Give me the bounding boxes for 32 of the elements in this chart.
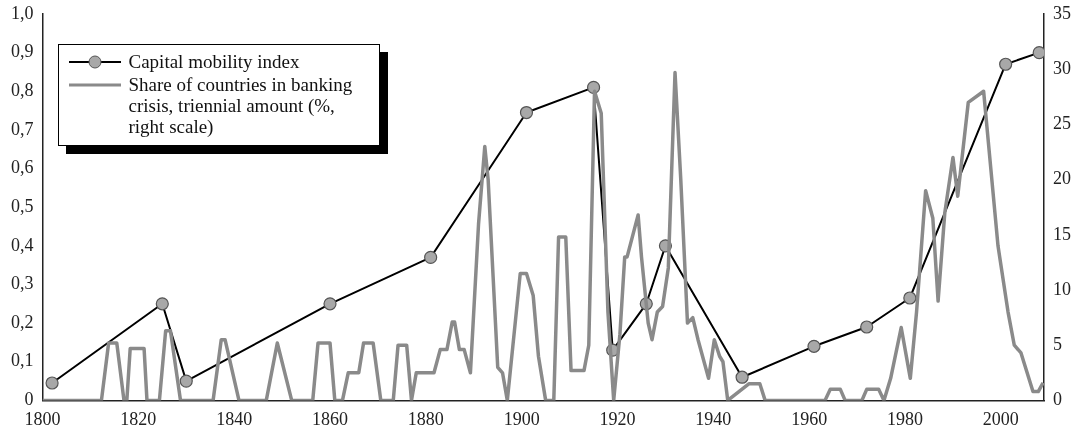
x-tick-label: 1920 <box>599 408 636 429</box>
y-tick-label: 0,6 <box>11 157 34 178</box>
y-tick-label: 0,5 <box>11 195 34 216</box>
x-tick-label: 1880 <box>407 408 444 429</box>
y-tick-label: 0,8 <box>11 80 34 101</box>
x-tick-label: 1940 <box>695 408 732 429</box>
x-tick-label: 1900 <box>503 408 540 429</box>
y2-tick-label: 5 <box>1053 333 1062 354</box>
x-tick-label: 1800 <box>24 408 61 429</box>
y2-tick-label: 15 <box>1053 223 1071 244</box>
y-tick-label: 0,1 <box>11 350 34 371</box>
x-tick-label: 1860 <box>312 408 349 429</box>
x-tick-label: 1820 <box>120 408 157 429</box>
y-tick-label: 0,3 <box>11 273 34 294</box>
x-tick-label: 2000 <box>982 408 1019 429</box>
y-tick-label: 1,0 <box>11 2 34 23</box>
y2-tick-label: 35 <box>1053 2 1071 23</box>
y2-tick-label: 30 <box>1053 57 1071 78</box>
x-tick-label: 1960 <box>791 408 828 429</box>
legend-label: Capital mobility index <box>128 51 300 72</box>
y-tick-label: 0,9 <box>11 41 34 62</box>
y-tick-label: 0,2 <box>11 311 34 332</box>
legend-label: Share of countries in banking crisis, triennial amount (%, right scale) <box>128 74 354 137</box>
y2-tick-label: 20 <box>1053 168 1071 189</box>
y2-tick-label: 0 <box>1053 389 1062 410</box>
y2-tick-label: 10 <box>1053 278 1071 299</box>
y-tick-label: 0,7 <box>11 118 34 139</box>
x-tick-label: 1840 <box>216 408 253 429</box>
x-tick-label: 1980 <box>887 408 924 429</box>
y2-tick-label: 25 <box>1053 113 1071 134</box>
y-tick-label: 0 <box>24 389 34 410</box>
y-tick-label: 0,4 <box>11 234 34 255</box>
